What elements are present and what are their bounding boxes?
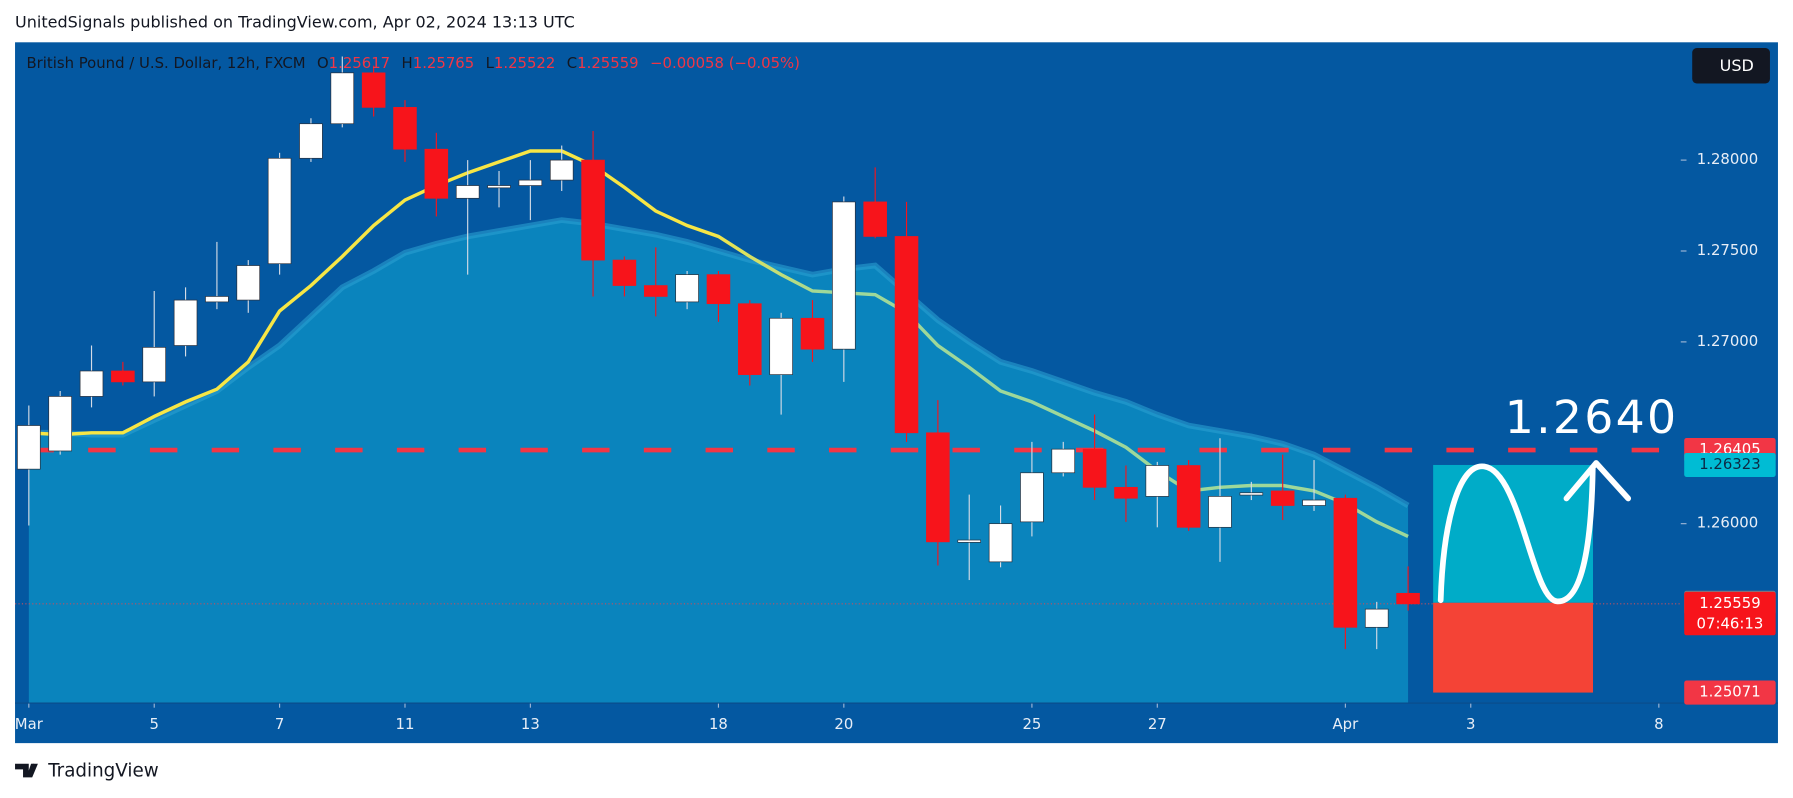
price-label-box [1684, 680, 1776, 705]
candle-body [173, 299, 198, 346]
candle-body [48, 396, 72, 452]
stop-zone [1433, 602, 1594, 693]
candle-body [706, 274, 731, 305]
price-label: 1.26323 [1699, 455, 1760, 473]
price-label: 1.25071 [1699, 683, 1760, 701]
tradingview-logo [15, 763, 38, 778]
y-tick-label: 1.26000 [1697, 514, 1758, 532]
candle-body [111, 370, 135, 383]
candle-body [769, 317, 793, 375]
candle-body [675, 274, 699, 303]
x-tick-label: 3 [1466, 715, 1475, 733]
candle-body [800, 317, 825, 350]
candle-body [1396, 592, 1420, 605]
candle-body [549, 159, 574, 181]
legend-change: −0.00058 (−0.05%) [650, 54, 800, 72]
band-line [28, 217, 1410, 508]
header: UnitedSignals published on TradingView.c… [15, 12, 575, 31]
candle-body [267, 157, 292, 265]
legend-key: C [567, 54, 577, 72]
candle-body [863, 201, 887, 237]
legend-value: 1.25617 [329, 54, 390, 72]
x-tick-label: 11 [396, 715, 415, 733]
price-countdown: 07:46:13 [1697, 614, 1764, 632]
overlay: 1.26000 1.27000 1.27500 1.28000 Mar 5 7 11 13 18 2… [15, 150, 1778, 733]
price-label: 1.25559 [1699, 594, 1760, 612]
candle-body [1051, 448, 1076, 474]
currency-button[interactable] [1692, 48, 1770, 84]
candle-body [926, 432, 950, 543]
candle-body [894, 236, 919, 434]
annotation: 1.2640 [1505, 391, 1679, 444]
candle-body [361, 72, 386, 108]
x-tick-label: 13 [521, 715, 540, 733]
legend-value: 1.25522 [494, 54, 555, 72]
x-tick-label: 18 [709, 715, 728, 733]
x-tick-label: 25 [1022, 715, 1041, 733]
candle-body [1239, 492, 1264, 496]
candle-body [643, 285, 668, 297]
x-tick-label: Mar [15, 715, 44, 733]
legend-key: L [486, 54, 495, 72]
footer: TradingView [47, 761, 159, 782]
candle-body [487, 185, 511, 189]
candle-body [1020, 472, 1044, 523]
candle-body [581, 159, 605, 261]
candle-body [832, 201, 856, 350]
candle-body [330, 72, 355, 125]
legend-value: 1.25765 [413, 54, 474, 72]
candle-body [988, 523, 1013, 563]
candle-body [393, 107, 417, 150]
candle-body [424, 148, 449, 199]
candle-body [612, 259, 637, 286]
candle-body [1208, 496, 1232, 528]
candle-body [1082, 448, 1107, 488]
candle-body [1114, 486, 1138, 499]
candle-body [1145, 465, 1170, 497]
candle-body [236, 265, 261, 301]
target-zone [1433, 464, 1594, 603]
plot-area [15, 56, 1681, 704]
candle-body [957, 539, 981, 543]
candle-body [1302, 499, 1326, 506]
candle-body [79, 370, 104, 397]
legend-key: H [402, 54, 413, 72]
x-tick-label: 27 [1148, 715, 1167, 733]
candle-body [205, 296, 229, 303]
x-tick-label: 8 [1654, 715, 1663, 733]
candle-body [299, 123, 323, 159]
y-tick-label: 1.27000 [1697, 332, 1758, 350]
candle-body [1270, 490, 1295, 506]
band-area [28, 220, 1409, 704]
candle-body [738, 303, 762, 375]
candle-body [455, 185, 480, 199]
candle-body [17, 425, 41, 470]
legend-key: O [317, 54, 329, 72]
x-tick-label: 20 [834, 715, 853, 733]
x-tick-label: 7 [275, 715, 284, 733]
x-tick-label: 5 [149, 715, 158, 733]
price-label-box [1684, 452, 1776, 477]
y-tick-label: 1.28000 [1697, 150, 1758, 168]
drawn-arrow [1437, 460, 1632, 605]
price-label-box [1684, 591, 1776, 636]
currency-label: USD [1720, 56, 1754, 75]
y-tick-label: 1.27500 [1697, 241, 1758, 259]
logo-dot [31, 763, 36, 769]
candle-body [1333, 497, 1358, 628]
candle-body [1364, 608, 1389, 628]
legend-value: 1.25559 [577, 54, 638, 72]
legend-symbol: British Pound / U.S. Dollar, 12h, FXCM [26, 54, 305, 72]
candle-body [518, 179, 543, 186]
x-tick-label: Apr [1333, 715, 1360, 733]
candle-body [142, 347, 166, 383]
legend: British Pound / U.S. Dollar, 12h, FXCM O1… [26, 54, 799, 72]
candle-body [1176, 465, 1201, 528]
